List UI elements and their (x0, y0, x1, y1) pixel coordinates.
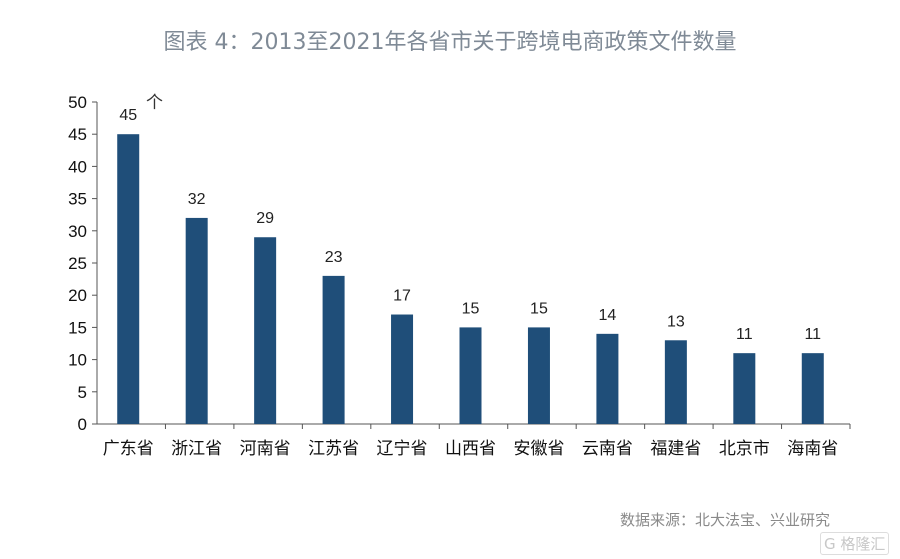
bar (596, 333, 619, 424)
x-tick-label: 河南省 (240, 439, 291, 459)
x-tick-label: 安徽省 (513, 439, 564, 459)
y-tick-label: 5 (78, 383, 87, 402)
data-label: 13 (667, 313, 685, 330)
y-tick-label: 50 (68, 93, 87, 112)
bar (391, 314, 414, 424)
data-label: 32 (188, 191, 206, 208)
x-tick-label: 辽宁省 (377, 439, 428, 459)
y-tick-label: 40 (68, 157, 87, 176)
y-tick-label: 0 (78, 415, 87, 434)
x-tick-label: 广东省 (103, 439, 154, 459)
y-tick-label: 10 (68, 351, 87, 370)
x-tick-label: 海南省 (787, 439, 838, 459)
x-tick-label: 云南省 (582, 439, 633, 459)
bar (322, 275, 345, 424)
chart-title: 图表 4：2013至2021年各省市关于跨境电商政策文件数量 (163, 30, 737, 55)
data-label: 29 (256, 210, 274, 227)
data-label: 15 (530, 300, 548, 317)
bar (117, 134, 140, 424)
bar (254, 237, 277, 424)
data-label: 45 (119, 107, 137, 124)
bar (459, 327, 482, 424)
x-tick-label: 福建省 (650, 439, 701, 459)
y-tick-label: 35 (68, 190, 87, 209)
watermark-logo: G 格隆汇 (820, 532, 890, 555)
unit-label: 个 (146, 93, 163, 113)
y-tick-label: 25 (68, 254, 87, 273)
data-label: 15 (462, 300, 480, 317)
data-label: 23 (325, 249, 343, 266)
data-label: 14 (599, 307, 617, 324)
source-note: 数据来源：北大法宝、兴业研究 (620, 511, 831, 529)
data-label: 17 (393, 288, 411, 305)
bar (733, 353, 756, 424)
x-tick-label: 北京市 (719, 439, 770, 459)
bar (801, 353, 824, 424)
x-tick-label: 江苏省 (308, 439, 359, 459)
y-tick-label: 30 (68, 222, 87, 241)
bar (527, 327, 550, 424)
bar (185, 217, 208, 424)
y-tick-label: 15 (68, 318, 87, 337)
data-label: 11 (804, 326, 821, 343)
data-label: 11 (736, 326, 753, 343)
x-tick-label: 浙江省 (171, 439, 222, 459)
y-tick-label: 45 (68, 125, 87, 144)
bar (664, 340, 687, 424)
y-tick-label: 20 (68, 286, 87, 305)
x-tick-label: 山西省 (445, 439, 496, 459)
